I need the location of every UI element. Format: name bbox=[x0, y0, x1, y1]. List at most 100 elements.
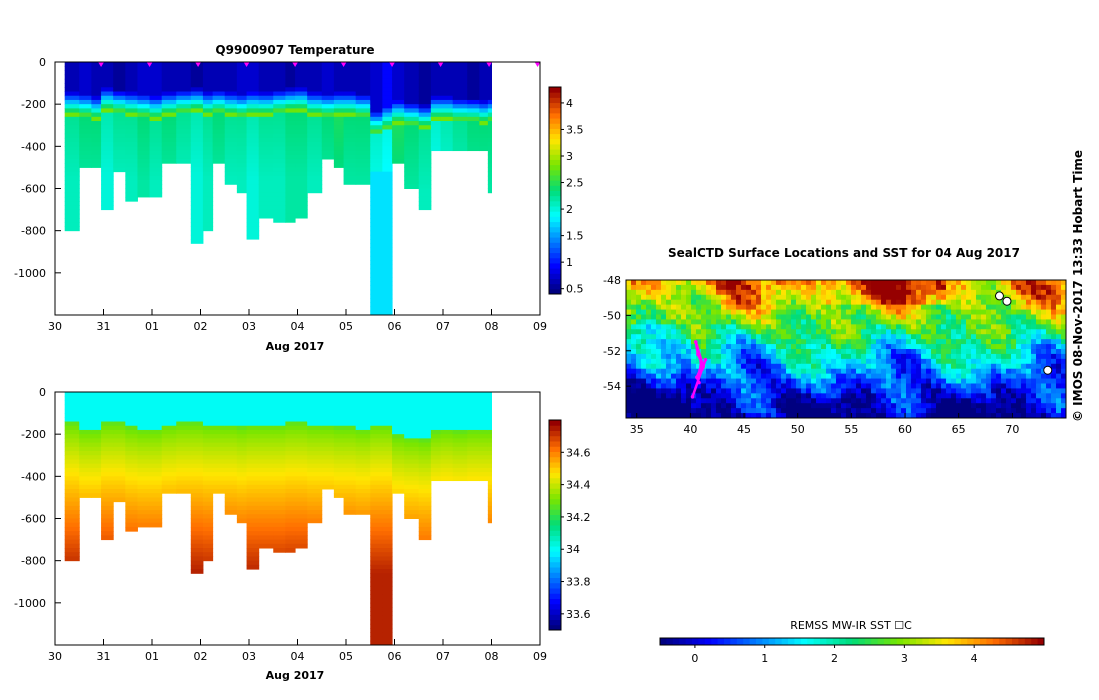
sst-cell bbox=[626, 280, 632, 286]
sst-cell bbox=[736, 344, 742, 350]
temperature-cell bbox=[190, 218, 204, 223]
sst-cell bbox=[956, 373, 962, 380]
temperature-cell bbox=[113, 129, 126, 135]
temperature-cell bbox=[190, 133, 204, 139]
sst-cell bbox=[646, 358, 652, 365]
sst-cell bbox=[856, 383, 862, 389]
temperature-cell bbox=[113, 108, 126, 114]
salinity-cell bbox=[487, 467, 492, 473]
temperature-cell bbox=[64, 201, 80, 206]
sst-cell bbox=[1006, 383, 1012, 389]
sst-cell bbox=[871, 339, 877, 345]
salinity-cell bbox=[137, 497, 151, 503]
sst-cell bbox=[671, 294, 677, 301]
sst-cell bbox=[906, 294, 912, 301]
temperature-cell bbox=[487, 116, 492, 122]
temperature-cell bbox=[258, 78, 274, 84]
sst-cell bbox=[681, 314, 687, 320]
temperature-cell bbox=[64, 146, 80, 152]
temperature-cell bbox=[246, 218, 260, 223]
colorbar-step bbox=[549, 107, 561, 114]
sst-cell bbox=[1051, 358, 1057, 365]
sst-cell bbox=[1021, 373, 1027, 380]
salinity-cell bbox=[382, 429, 393, 435]
sst-cell bbox=[1021, 398, 1027, 404]
temperature-cell bbox=[246, 133, 260, 139]
sst-cell bbox=[651, 339, 657, 345]
sst-cell bbox=[666, 368, 672, 375]
sst-cell bbox=[636, 349, 642, 355]
sst-cell bbox=[941, 393, 947, 399]
sst-cell bbox=[711, 280, 717, 286]
sst-cell bbox=[781, 284, 787, 291]
sst-cell bbox=[711, 294, 717, 301]
temperature-cell bbox=[258, 91, 274, 97]
sst-cell bbox=[1016, 309, 1022, 315]
sst-cell bbox=[836, 280, 842, 286]
sst-cell bbox=[791, 334, 797, 340]
profile-marker bbox=[146, 62, 153, 67]
salinity-cell bbox=[161, 459, 177, 465]
temperature-cell bbox=[295, 133, 308, 139]
temperature-cell bbox=[212, 133, 226, 139]
sst-cell bbox=[1011, 349, 1017, 355]
sst-cell bbox=[961, 289, 967, 296]
salinity-cell bbox=[113, 425, 126, 431]
sst-cell bbox=[1046, 324, 1052, 330]
temperature-cell bbox=[64, 99, 80, 105]
sst-cell bbox=[1021, 383, 1027, 389]
temperature-cell bbox=[382, 154, 393, 160]
sst-cell bbox=[701, 378, 707, 384]
salinity-cell bbox=[273, 531, 286, 536]
salinity-cell bbox=[479, 463, 489, 469]
sst-cell bbox=[891, 329, 897, 335]
temperature-cell bbox=[64, 83, 80, 88]
salinity-cell bbox=[258, 404, 274, 410]
temperature-cell bbox=[382, 158, 393, 164]
salinity-cell bbox=[343, 510, 357, 515]
sst-cell bbox=[1026, 373, 1032, 380]
island-marker bbox=[1002, 296, 1012, 306]
sst-cell bbox=[971, 353, 977, 360]
salinity-cell bbox=[355, 484, 371, 490]
sst-cell bbox=[881, 294, 887, 301]
temperature-cell bbox=[176, 154, 192, 160]
temperature-cell bbox=[137, 129, 151, 135]
salinity-cell bbox=[258, 472, 274, 477]
sst-cell bbox=[826, 299, 832, 306]
temperature-cell bbox=[479, 95, 489, 101]
temperature-cell bbox=[285, 104, 296, 109]
sst-cell bbox=[691, 314, 697, 320]
temperature-cell bbox=[202, 133, 214, 139]
temperature-cell bbox=[333, 116, 345, 122]
sst-cell bbox=[976, 353, 982, 360]
sst-cell bbox=[1051, 314, 1057, 320]
temperature-cell bbox=[370, 230, 383, 236]
salinity-cell bbox=[258, 514, 274, 519]
sst-cell bbox=[681, 289, 687, 296]
temperature-cell bbox=[355, 99, 371, 105]
salinity-cell bbox=[382, 421, 393, 427]
temperature-cell bbox=[430, 83, 442, 88]
temperature-cell bbox=[295, 74, 308, 80]
sst-cell bbox=[671, 339, 677, 345]
salinity-cell bbox=[101, 467, 114, 473]
salinity-cell bbox=[176, 476, 192, 482]
salinity-cell bbox=[479, 446, 489, 452]
temperature-cell bbox=[224, 78, 238, 84]
temperature-cell bbox=[64, 121, 80, 126]
sst-cell bbox=[941, 383, 947, 389]
temperature-cell bbox=[79, 129, 92, 135]
salinity-cell bbox=[176, 396, 192, 401]
sst-cell bbox=[851, 280, 857, 286]
temperature-cell bbox=[382, 192, 393, 198]
sst-cell bbox=[1031, 309, 1037, 315]
sst-cell bbox=[671, 349, 677, 355]
sst-cell bbox=[631, 373, 637, 380]
sst-cell bbox=[911, 294, 917, 301]
temperature-cell bbox=[113, 112, 126, 118]
salinity-cell bbox=[333, 438, 345, 444]
salinity-cell bbox=[258, 467, 274, 473]
sst-cell bbox=[906, 408, 912, 414]
